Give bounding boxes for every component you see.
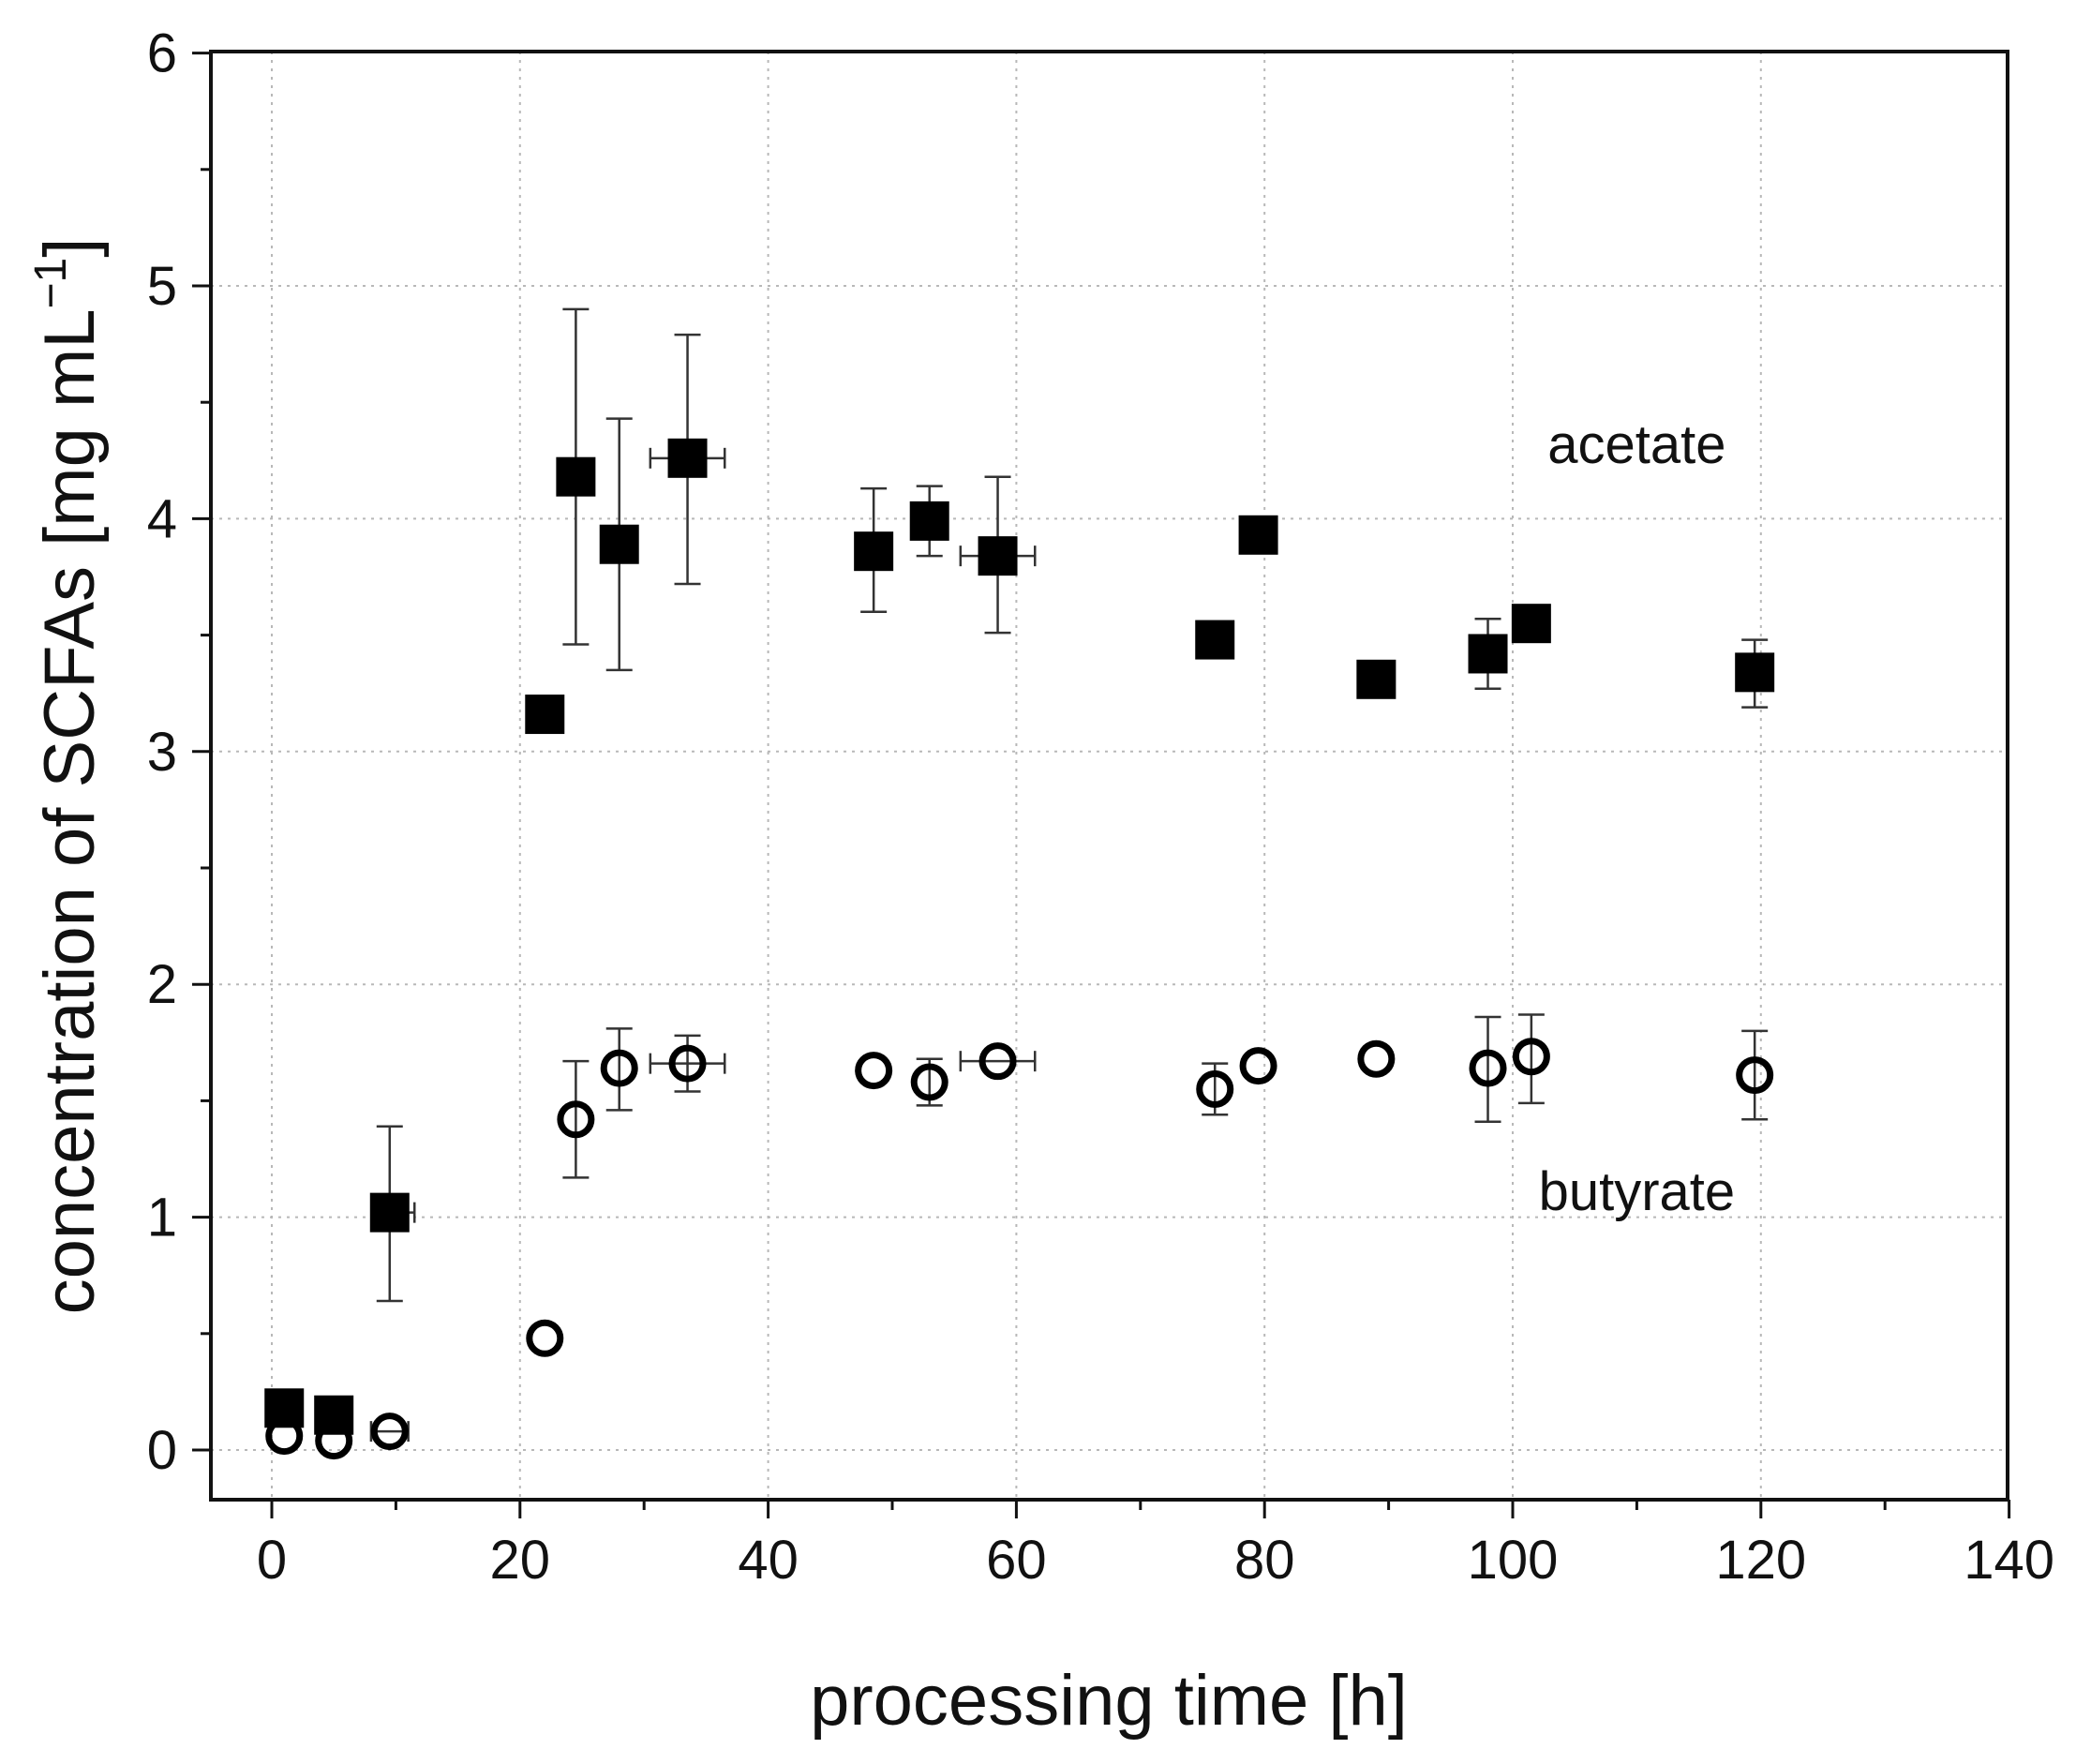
y-tick-label: 5 <box>147 256 177 317</box>
x-tick-label: 140 <box>1964 1530 2054 1591</box>
butyrate-point <box>370 1413 409 1451</box>
acetate-point <box>556 456 596 497</box>
x-tick-label: 20 <box>490 1530 551 1591</box>
acetate-point <box>909 501 949 541</box>
acetate-point <box>525 695 565 735</box>
butyrate-point <box>1512 1038 1550 1076</box>
butyrate-point <box>526 1319 564 1357</box>
acetate-point <box>1735 652 1775 693</box>
acetate-point <box>1356 659 1396 699</box>
butyrate-point <box>265 1417 304 1456</box>
butyrate-point <box>557 1100 595 1139</box>
data-markers <box>264 438 1775 1460</box>
y-tick-label: 2 <box>147 954 177 1015</box>
butyrate-point <box>315 1422 353 1460</box>
butyrate-point <box>668 1044 707 1083</box>
axis-ticks <box>192 52 2011 1518</box>
x-tick-label: 100 <box>1468 1530 1559 1591</box>
acetate-point <box>1511 604 1551 644</box>
y-axis-title-superscript: −1 <box>26 258 76 309</box>
annotation-acetate: acetate <box>1547 414 1725 475</box>
butyrate-point <box>1357 1039 1396 1078</box>
acetate-point <box>1238 515 1278 555</box>
acetate-point <box>1195 620 1235 660</box>
acetate-point <box>667 438 708 478</box>
x-tick-label: 0 <box>257 1530 287 1591</box>
acetate-point <box>599 524 639 564</box>
acetate-point <box>1468 634 1508 674</box>
x-tick-label: 40 <box>738 1530 799 1591</box>
y-axis-title-main: concentration of SCFAs [mg mL <box>30 308 110 1314</box>
acetate-point <box>978 536 1018 576</box>
y-tick-label: 1 <box>147 1188 177 1248</box>
x-tick-label: 120 <box>1715 1530 1806 1591</box>
butyrate-point <box>910 1063 948 1101</box>
butyrate-point <box>855 1052 893 1090</box>
acetate-point <box>369 1192 410 1233</box>
y-tick-label: 4 <box>147 488 177 549</box>
butyrate-point <box>1736 1056 1774 1095</box>
butyrate-point <box>1469 1049 1507 1087</box>
y-axis-title-end: ] <box>30 238 110 258</box>
acetate-point <box>854 531 894 572</box>
y-tick-label: 3 <box>147 722 177 783</box>
gridlines <box>211 52 2008 1500</box>
y-tick-label: 6 <box>147 23 177 84</box>
y-axis-title: concentration of SCFAs [mg mL−1] <box>26 238 110 1315</box>
x-tick-label: 80 <box>1234 1530 1295 1591</box>
annotation-butyrate: butyrate <box>1539 1161 1736 1222</box>
butyrate-point <box>600 1049 638 1087</box>
butyrate-point <box>1239 1047 1277 1085</box>
butyrate-point <box>978 1042 1017 1081</box>
x-axis-title: processing time [h] <box>810 1661 1408 1741</box>
tick-labels: 0 20 40 60 80 100 120 140 0 1 2 3 4 5 6 <box>147 23 2054 1591</box>
x-tick-label: 60 <box>986 1530 1047 1591</box>
plot-frame <box>209 50 2009 1502</box>
butyrate-point <box>1196 1069 1234 1108</box>
y-tick-label: 0 <box>147 1420 177 1481</box>
